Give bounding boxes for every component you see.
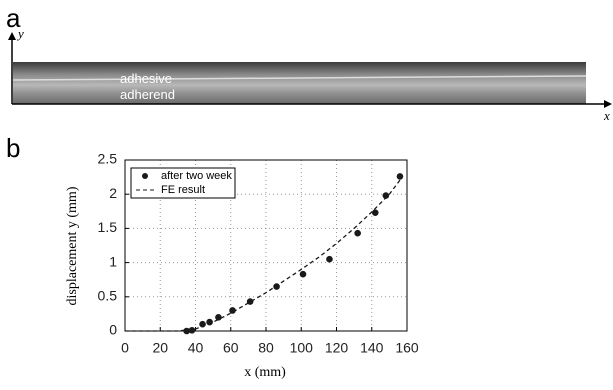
point (396, 173, 404, 180)
x-tick-label: 140 (360, 340, 384, 356)
x-tick-label: 40 (188, 340, 204, 356)
x-tick-label: 100 (290, 340, 314, 356)
layer-label: adhesive (120, 71, 172, 86)
panel-label: b (6, 133, 20, 163)
y-tick-label: 0 (109, 322, 117, 338)
point (299, 270, 307, 278)
line (125, 177, 403, 332)
point (215, 314, 222, 321)
axis-label: x (603, 108, 610, 123)
photo (13, 62, 586, 104)
x-tick-label: 80 (258, 340, 274, 356)
x-tick-label: 0 (121, 340, 129, 356)
layer-label: adherend (120, 87, 175, 102)
x-tick-label: 120 (325, 340, 349, 356)
arrow-head (604, 100, 612, 108)
point (188, 327, 196, 334)
plot-frame (124, 159, 408, 332)
x-axis-title: x (mm) (244, 365, 286, 380)
legend-label: FE result (161, 184, 205, 196)
adhesive-line (12, 75, 587, 81)
legend-label: after two week (161, 170, 232, 182)
y-axis-title: displacement y (mm) (65, 186, 80, 305)
point (229, 307, 236, 314)
point (354, 229, 361, 237)
point (382, 192, 390, 199)
legend-box (130, 167, 236, 199)
y-tick-label: 2.5 (98, 151, 118, 167)
legend-marker (142, 173, 148, 179)
x-tick-label: 160 (395, 340, 419, 356)
x-tick-label: 20 (152, 340, 168, 356)
y-tick-label: 1.5 (98, 219, 118, 235)
point (206, 318, 213, 326)
y-tick-label: 1 (109, 253, 117, 269)
y-tick-label: 0.5 (98, 288, 118, 304)
point (273, 283, 280, 290)
point (371, 209, 379, 216)
panel-label: a (6, 3, 21, 33)
point (326, 255, 333, 263)
y-tick-label: 2 (109, 185, 117, 201)
x-tick-label: 60 (223, 340, 239, 356)
axis-label: y (16, 26, 24, 41)
arrow-head (8, 32, 16, 40)
